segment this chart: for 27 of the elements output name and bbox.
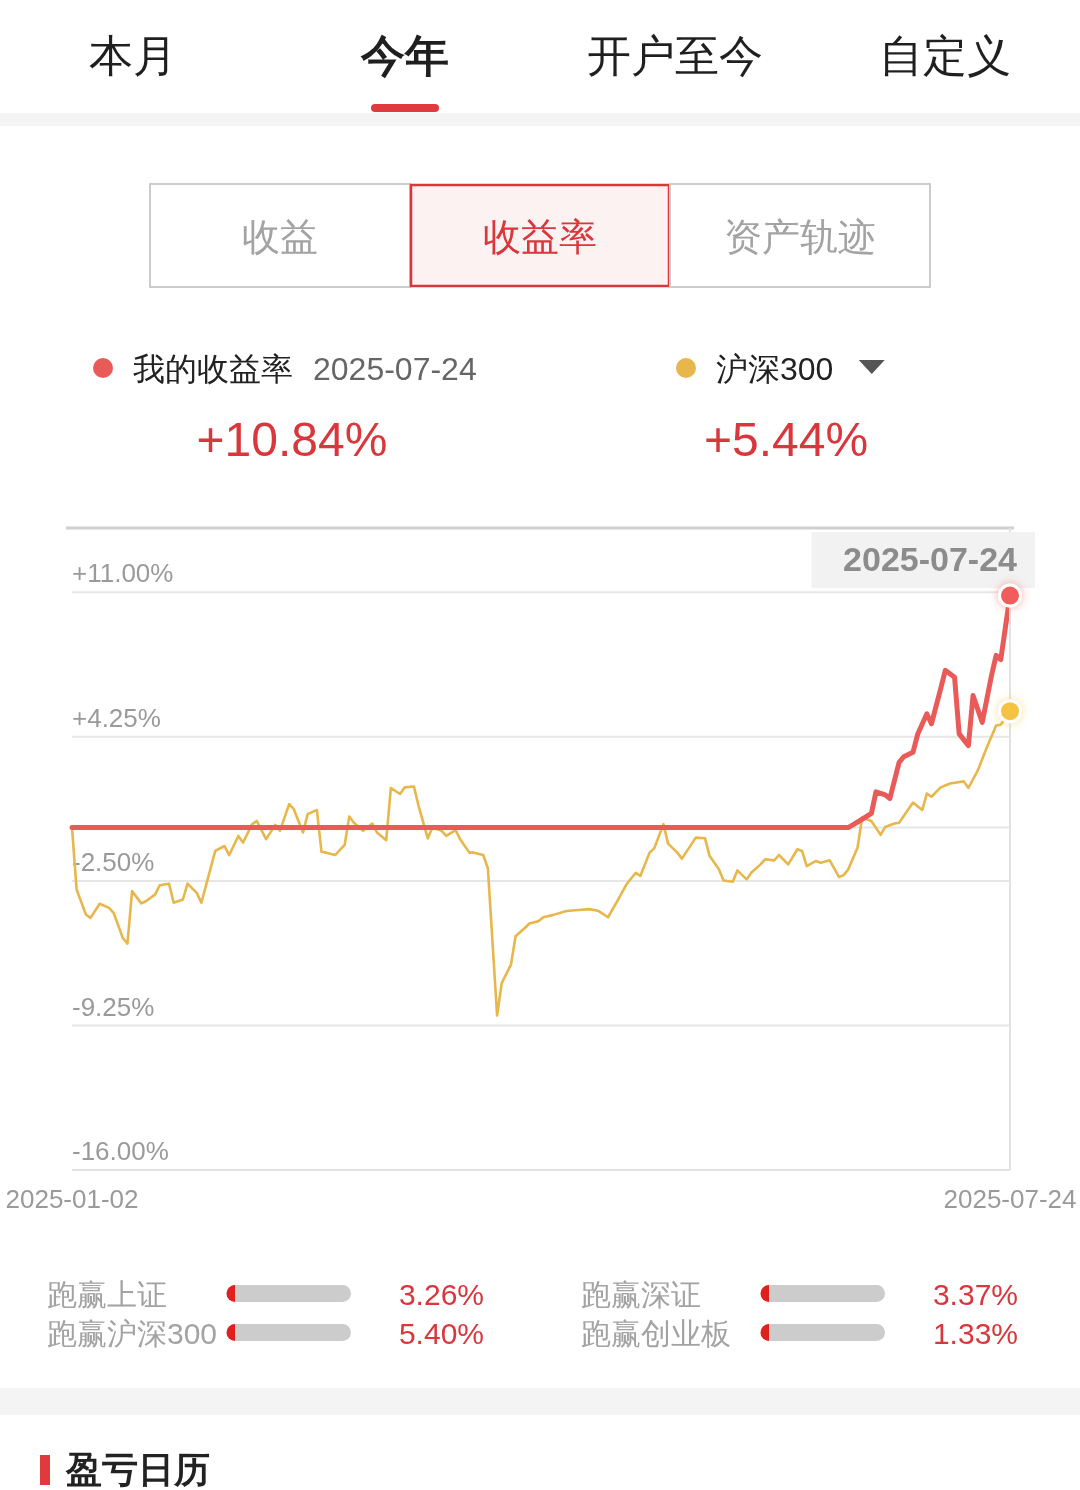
- category-label: 跑赢沪深300: [47, 1317, 218, 1350]
- text: 盈亏日历: [65, 1449, 210, 1490]
- legend-label: 我的收益率: [133, 351, 293, 387]
- text: 本月: [89, 31, 177, 80]
- legend-label: 沪深300: [716, 351, 834, 387]
- text: +5.44%: [703, 413, 869, 466]
- text: 开户至今: [587, 31, 763, 80]
- text: 自定义: [879, 31, 1011, 80]
- y-tick-label: -16.00%: [72, 1136, 169, 1166]
- text: 收益率: [483, 216, 597, 258]
- y-tick-label: +4.25%: [72, 702, 161, 733]
- text: 3.26%: [398, 1278, 484, 1311]
- text: 1.33%: [932, 1317, 1018, 1350]
- category-label: 跑赢创业板: [581, 1317, 731, 1350]
- category-label: 跑赢上证: [47, 1278, 167, 1311]
- ref-line-label: 2025-07-24: [843, 540, 1018, 578]
- text: 收益: [242, 216, 318, 258]
- x-tick-label: 2025-01-02: [5, 1184, 139, 1214]
- y-tick-label: +11.00%: [72, 558, 174, 589]
- text: 2025-07-24: [313, 351, 477, 387]
- text: 今年: [360, 31, 449, 80]
- text: 3.37%: [932, 1278, 1018, 1311]
- y-tick-label: -9.25%: [72, 991, 155, 1022]
- text: 资产轨迹: [724, 216, 876, 258]
- text: 5.40%: [398, 1317, 484, 1350]
- text: +10.84%: [196, 413, 388, 466]
- category-label: 跑赢深证: [581, 1278, 701, 1311]
